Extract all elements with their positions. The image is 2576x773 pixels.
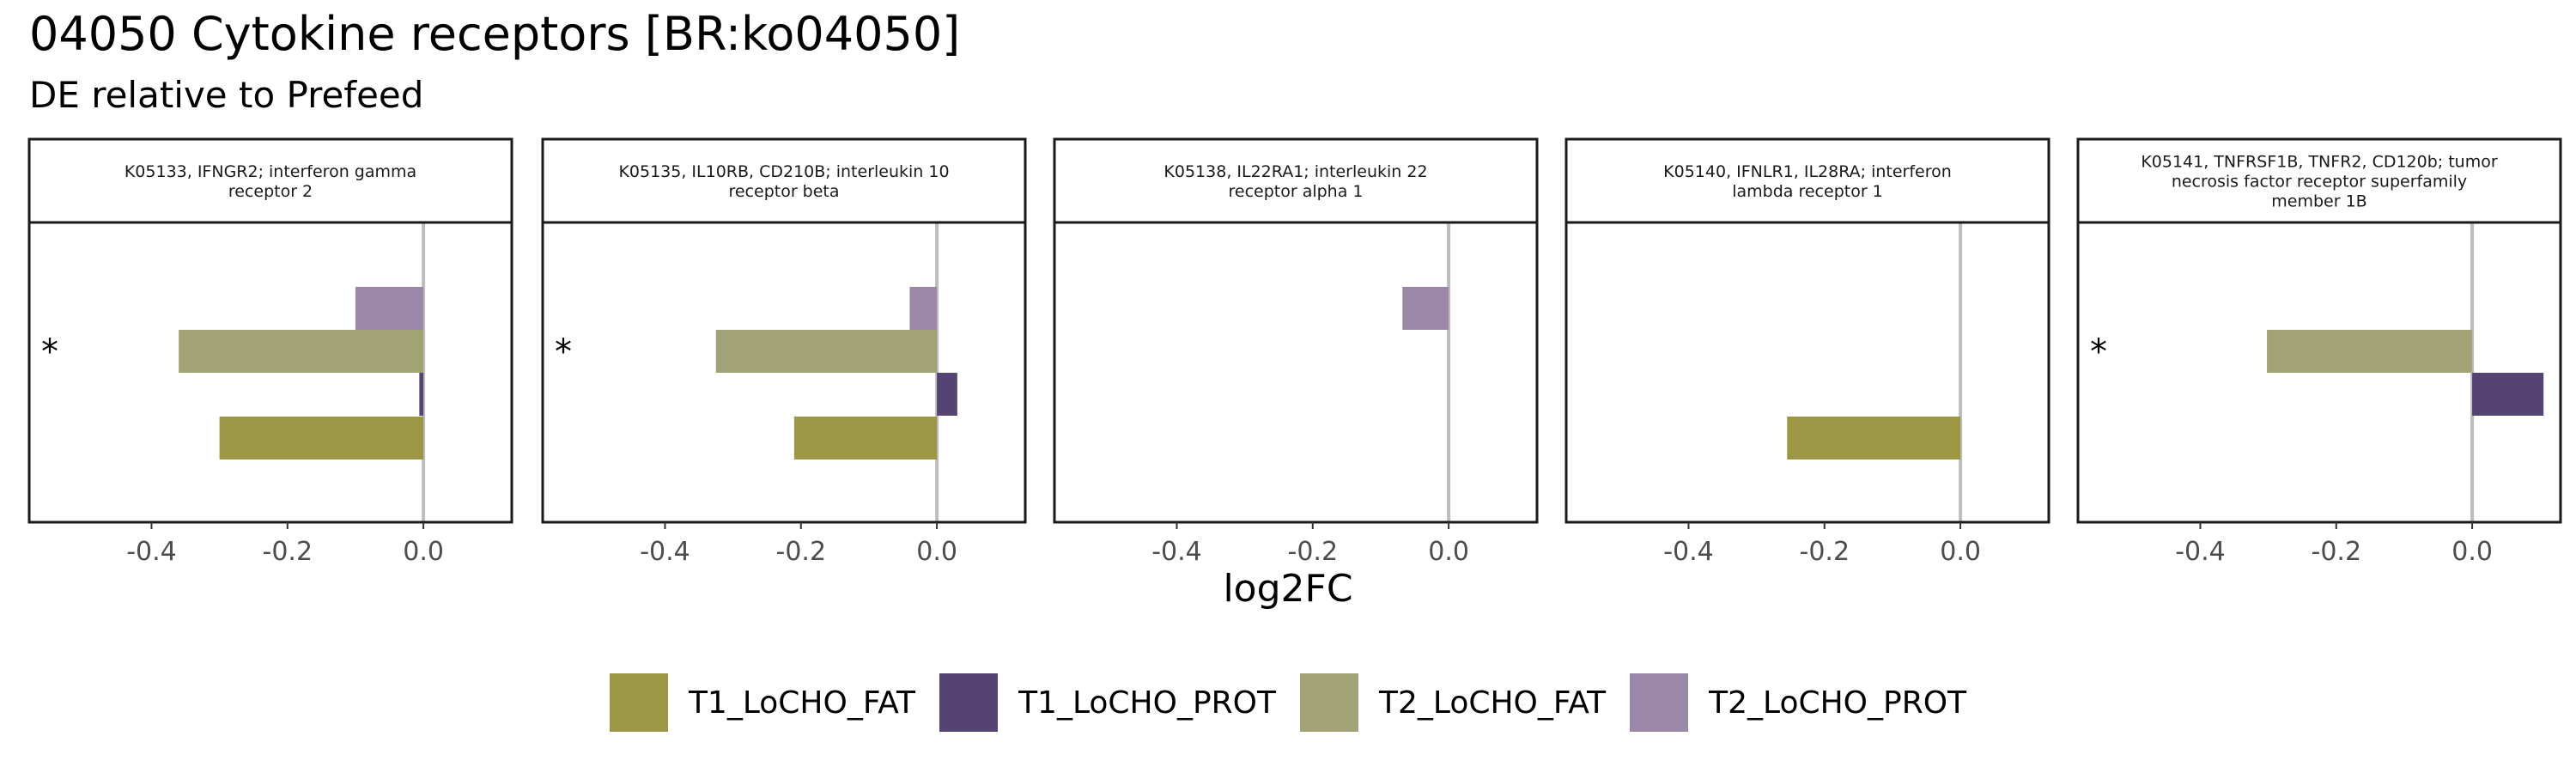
x-tick-label: -0.4 [126,537,177,567]
legend-key-t2-locho-prot [1630,673,1689,732]
x-tick-label: 0.0 [1428,537,1469,567]
facet-strip [1053,137,1539,224]
x-tick-label: 0.0 [1940,537,1981,567]
facet-panel: K05138, IL22RA1; interleukin 22receptor … [1053,137,1539,567]
bar-t2-locho-prot [1402,287,1449,330]
x-tick-label: -0.2 [263,537,313,567]
bar-t1-locho-prot [937,373,957,416]
x-tick-label: -0.4 [1663,537,1714,567]
facet-panel: K05141, TNFRSF1B, TNFR2, CD120b; tumorne… [2076,137,2562,567]
legend-label: T2_LoCHO_PROT [1709,685,1967,721]
bar-t1-locho-fat [1787,417,1961,460]
x-tick-label: 0.0 [403,537,444,567]
x-axis-label: log2FC [1223,567,1353,611]
legend-label: T1_LoCHO_PROT [1018,685,1276,721]
significance-marker: * [555,332,572,372]
bar-t2-locho-prot [909,287,938,330]
legend-item-t2-locho-fat: T2_LoCHO_FAT [1300,673,1606,732]
faceted-bar-chart: K05133, IFNGR2; interferon gammareceptor… [27,137,2562,567]
facet-panel: K05140, IFNLR1, IL28RA; interferonlambda… [1564,137,2050,567]
x-tick-label: -0.2 [2312,537,2362,567]
legend-key-t1-locho-fat [609,673,668,732]
panel-border [541,221,1027,524]
bar-t2-locho-fat [179,330,424,373]
panel-border [27,221,513,524]
x-tick-label: -0.2 [776,537,827,567]
bar-t1-locho-prot [419,373,424,416]
legend-label: T2_LoCHO_FAT [1379,685,1607,721]
facet-panel: K05135, IL10RB, CD210B; interleukin 10re… [541,137,1027,567]
facet-strip-label: K05141, TNFRSF1B, TNFR2, CD120b; tumor [2141,153,2498,172]
legend-item-t1-locho-prot: T1_LoCHO_PROT [939,673,1276,732]
bar-t1-locho-prot [2472,373,2544,416]
facet-strip [2076,137,2562,224]
x-tick-label: -0.4 [2175,537,2226,567]
bar-t1-locho-fat [219,417,424,460]
legend-label: T1_LoCHO_FAT [688,685,916,721]
chart-subtitle: DE relative to Prefeed [29,74,424,116]
facet-strip-label: K05140, IFNLR1, IL28RA; interferon [1663,162,1952,181]
x-tick-label: 0.0 [916,537,957,567]
facet-strip-label: K05138, IL22RA1; interleukin 22 [1163,162,1427,181]
plot-background [1566,222,2049,522]
significance-marker: * [41,332,58,372]
facet-strip-label: necrosis factor receptor superfamily [2172,173,2467,192]
legend: T1_LoCHO_FAT T1_LoCHO_PROT T2_LoCHO_FAT … [0,673,2576,732]
facet-strip-label: receptor beta [728,182,839,201]
panel-border [1053,221,1539,524]
facet-strip-label: lambda receptor 1 [1732,182,1883,201]
facet-strip-label: K05135, IL10RB, CD210B; interleukin 10 [618,162,949,181]
x-tick-label: 0.0 [2451,537,2493,567]
panel-border [2076,221,2562,524]
x-tick-label: -0.4 [640,537,690,567]
legend-item-t2-locho-prot: T2_LoCHO_PROT [1630,673,1966,732]
facet-strip-label: K05133, IFNGR2; interferon gamma [125,162,416,181]
facet-strip-label: member 1B [2271,192,2366,211]
bar-t2-locho-fat [715,330,938,373]
x-tick-label: -0.4 [1151,537,1202,567]
chart-title: 04050 Cytokine receptors [BR:ko04050] [29,7,961,61]
x-tick-label: -0.2 [1288,537,1339,567]
x-tick-label: -0.2 [1800,537,1850,567]
legend-key-t1-locho-prot [939,673,999,732]
facet-panel: K05133, IFNGR2; interferon gammareceptor… [27,137,513,567]
facet-strip-label: receptor 2 [228,182,313,201]
legend-key-t2-locho-fat [1300,673,1358,732]
bar-t1-locho-fat [793,417,938,460]
legend-item-t1-locho-fat: T1_LoCHO_FAT [609,673,916,732]
bar-t2-locho-fat [2267,330,2473,373]
significance-marker: * [2090,332,2107,372]
panel-border [1564,221,2050,524]
bar-t2-locho-prot [355,287,424,330]
plot-background [1054,222,1537,522]
facet-strip-label: receptor alpha 1 [1228,182,1363,201]
